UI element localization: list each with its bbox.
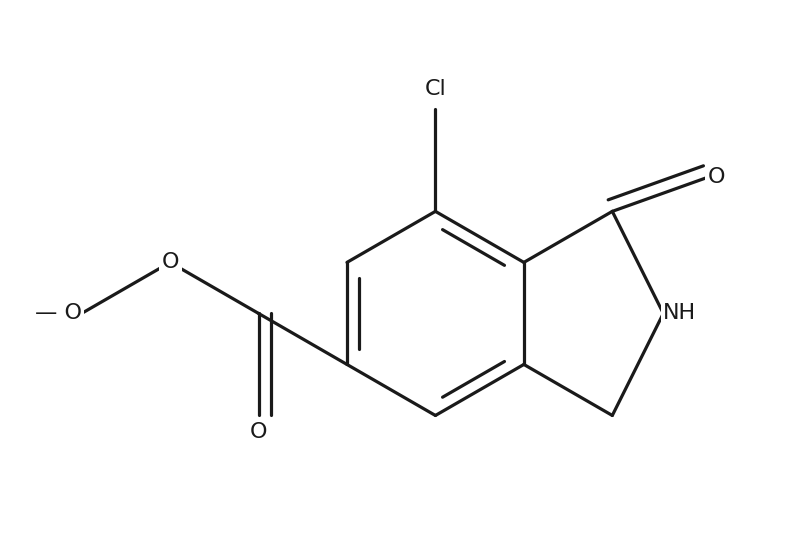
Text: Cl: Cl xyxy=(424,79,447,99)
Text: O: O xyxy=(250,422,267,442)
Text: O: O xyxy=(708,167,725,187)
Text: O: O xyxy=(162,252,179,272)
Text: — O: — O xyxy=(35,304,82,323)
Text: NH: NH xyxy=(663,304,696,323)
